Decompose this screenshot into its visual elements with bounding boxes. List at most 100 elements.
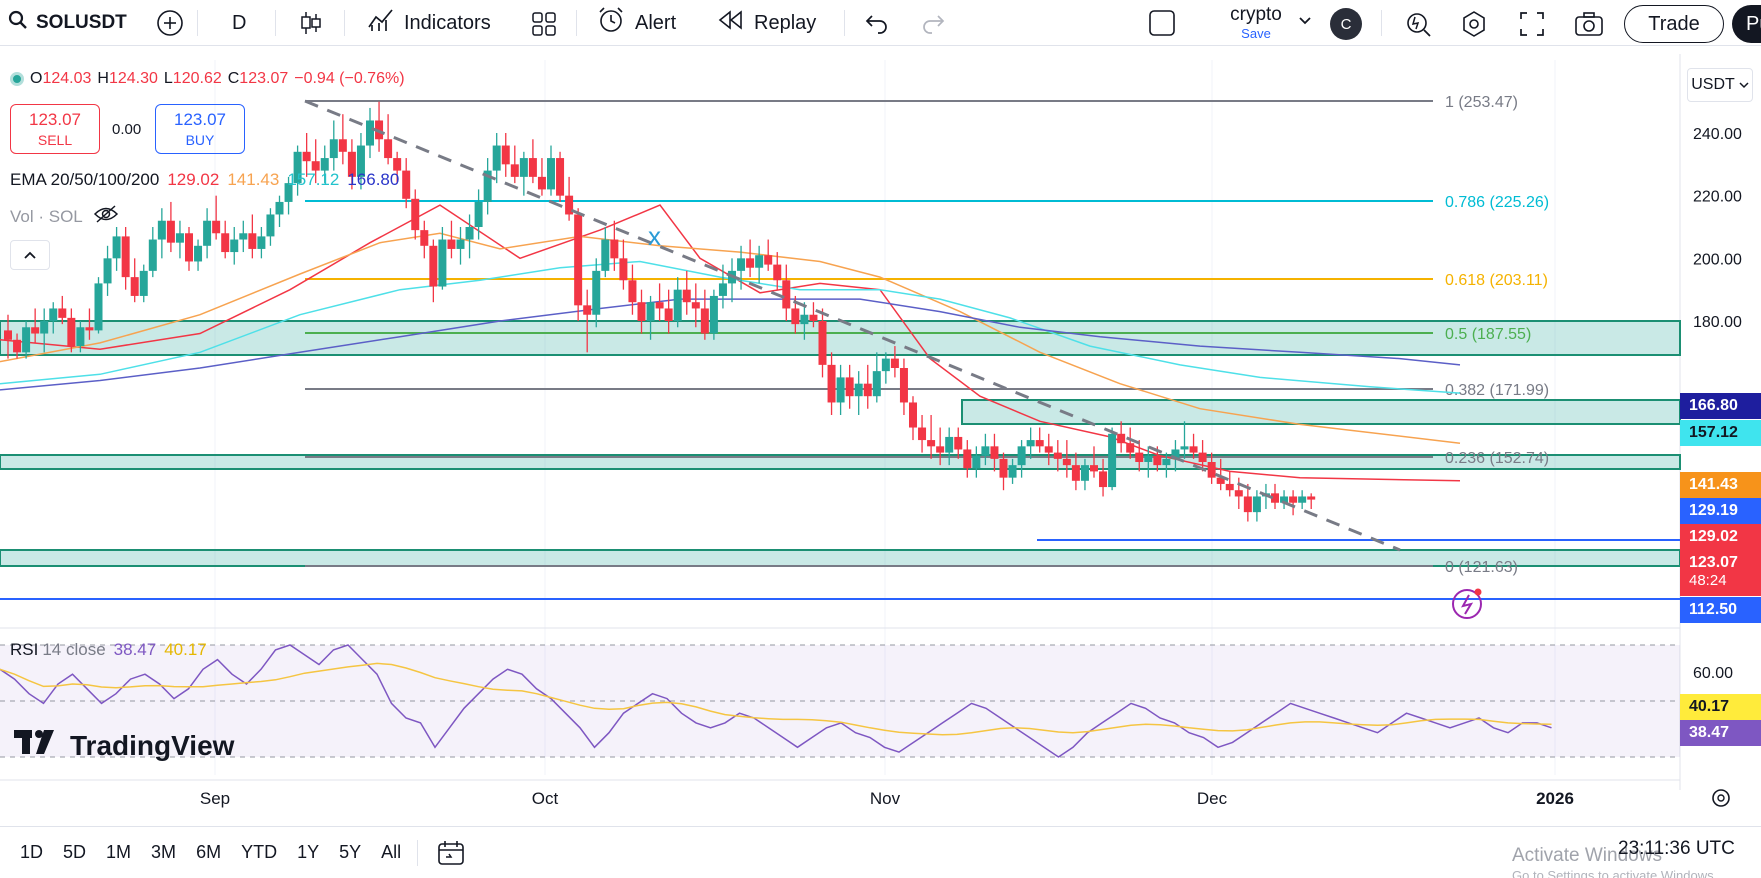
top-toolbar: SOLUSDT D Indicators Alert xyxy=(0,0,1761,46)
chevron-down-icon[interactable] xyxy=(1298,16,1312,26)
candle-body xyxy=(674,290,682,321)
tradingview-logo[interactable]: TradingView xyxy=(14,728,234,763)
candle-body xyxy=(647,302,655,321)
range-1m[interactable]: 1M xyxy=(96,842,141,863)
settings-icon[interactable] xyxy=(1460,10,1488,38)
candle-body xyxy=(167,221,175,243)
layout-menu[interactable]: crypto Save xyxy=(1206,4,1306,41)
fib-label: 1 (253.47) xyxy=(1445,94,1518,111)
candle-body xyxy=(76,327,84,346)
alert-button[interactable]: Alert xyxy=(597,0,676,46)
trade-button[interactable]: Trade xyxy=(1624,5,1724,43)
candle-body xyxy=(1208,462,1216,478)
candle-body xyxy=(13,340,21,353)
candle-body xyxy=(556,158,564,196)
quick-search-icon[interactable] xyxy=(1404,10,1432,38)
candle-body xyxy=(230,240,238,253)
candle-body xyxy=(683,290,691,303)
candle-body xyxy=(619,258,627,280)
camera-icon[interactable] xyxy=(1574,11,1604,37)
bottom-toolbar: 1D 5D 1M 3M 6M YTD 1Y 5Y All xyxy=(0,826,1761,878)
publish-button[interactable]: Pu xyxy=(1732,5,1761,43)
range-1y[interactable]: 1Y xyxy=(287,842,329,863)
eye-hidden-icon[interactable] xyxy=(93,205,119,228)
ema100-price-tag: 157.12 xyxy=(1680,420,1761,446)
range-all[interactable]: All xyxy=(371,842,411,863)
candle-body xyxy=(1144,456,1152,462)
candle-body xyxy=(873,371,881,396)
buy-button[interactable]: 123.07 BUY xyxy=(155,104,245,154)
utc-clock[interactable]: 23:11:36 UTC xyxy=(1618,838,1735,860)
candle-body xyxy=(990,446,998,459)
rsi-tag: 38.47 xyxy=(1680,720,1761,746)
candle-body xyxy=(203,221,211,246)
rsi-ma-value: 40.17 xyxy=(164,640,207,660)
candle-body xyxy=(402,171,410,199)
candle-body xyxy=(782,280,790,308)
candle-body xyxy=(393,158,401,171)
candle-body xyxy=(837,377,845,402)
undo-icon[interactable] xyxy=(864,12,890,34)
add-symbol-icon[interactable] xyxy=(156,9,184,37)
candle-body xyxy=(800,315,808,324)
range-5y[interactable]: 5Y xyxy=(329,842,371,863)
candle-body xyxy=(85,327,93,330)
symbol-search[interactable]: SOLUSDT xyxy=(8,0,127,46)
collapse-legend-button[interactable] xyxy=(10,240,50,270)
rsi-legend[interactable]: RSI 14 close 38.47 40.17 xyxy=(10,640,207,660)
candle-body xyxy=(592,271,600,315)
low-value: 120.62 xyxy=(173,70,222,88)
range-6m[interactable]: 6M xyxy=(186,842,231,863)
range-1d[interactable]: 1D xyxy=(10,842,53,863)
currency-selector[interactable]: USDT xyxy=(1687,68,1753,102)
replay-button[interactable]: Replay xyxy=(718,0,816,46)
rsi-params: 14 close xyxy=(42,640,105,660)
candle-body xyxy=(303,152,311,161)
candle-body xyxy=(466,227,474,240)
fib-label: 0.382 (171.99) xyxy=(1445,382,1549,399)
candle-body xyxy=(719,283,727,296)
axis-settings-icon-core xyxy=(1718,795,1724,801)
candles-icon[interactable] xyxy=(299,10,323,36)
candle-body xyxy=(22,327,30,352)
zones xyxy=(0,321,1680,566)
candle-body xyxy=(656,302,664,308)
rewind-icon xyxy=(718,10,744,36)
indicators-button[interactable]: Indicators xyxy=(367,0,491,46)
divider xyxy=(197,10,198,36)
redo-icon[interactable] xyxy=(920,12,946,34)
fullscreen-square-icon[interactable] xyxy=(1148,9,1176,37)
candle-body xyxy=(140,271,148,296)
candle-body xyxy=(918,428,926,441)
divider xyxy=(1381,10,1382,36)
candle-body xyxy=(601,240,609,271)
ema-legend[interactable]: EMA 20/50/100/200 129.02 141.43 157.12 1… xyxy=(10,170,399,190)
interval-button[interactable]: D xyxy=(232,0,246,46)
spread-value: 0.00 xyxy=(112,121,141,138)
candle-body xyxy=(900,368,908,402)
candle-body xyxy=(891,359,899,368)
last-price: 123.07 xyxy=(1689,554,1761,572)
range-ytd[interactable]: YTD xyxy=(231,842,287,863)
candle-body xyxy=(1063,459,1071,465)
candle-body xyxy=(981,446,989,455)
high-label: H xyxy=(97,70,109,88)
sell-button[interactable]: 123.07 SELL xyxy=(10,104,100,154)
candle-body xyxy=(692,302,700,308)
range-3m[interactable]: 3M xyxy=(141,842,186,863)
candle-body xyxy=(936,446,944,452)
avatar[interactable]: C xyxy=(1330,8,1362,40)
candle-body xyxy=(819,321,827,365)
candle-body xyxy=(158,221,166,240)
time-axis: Sep Oct Nov Dec 2026 xyxy=(0,780,1680,808)
time-label: Oct xyxy=(532,789,559,808)
candle-body xyxy=(1108,434,1116,487)
replay-label: Replay xyxy=(754,12,816,35)
fullscreen-icon[interactable] xyxy=(1519,11,1545,37)
templates-icon[interactable] xyxy=(531,11,557,37)
candle-body xyxy=(809,315,817,321)
volume-legend[interactable]: Vol · SOL xyxy=(10,205,119,228)
date-range-icon[interactable] xyxy=(436,839,466,867)
open-value: 124.03 xyxy=(42,70,91,88)
range-5d[interactable]: 5D xyxy=(53,842,96,863)
